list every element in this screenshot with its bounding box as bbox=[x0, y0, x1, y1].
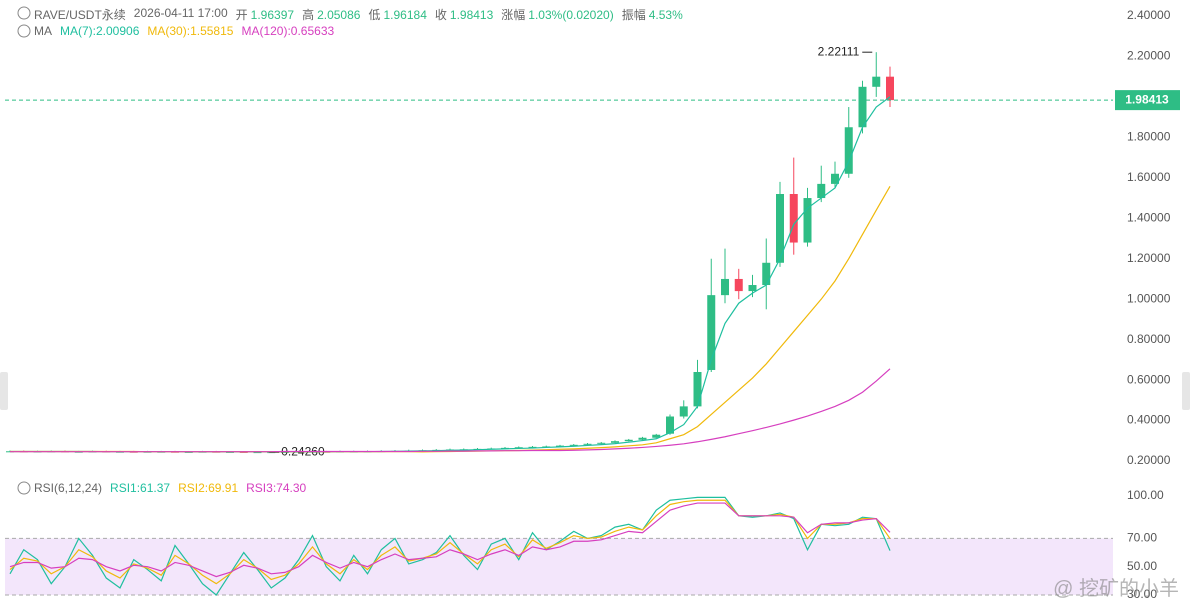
y-tick-label: 1.60000 bbox=[1127, 170, 1171, 184]
legend-title: RSI(6,12,24) bbox=[34, 481, 103, 495]
field-label: 涨幅 bbox=[501, 8, 526, 22]
price-tag bbox=[1115, 90, 1180, 111]
watermark: @ 挖矿的小羊 bbox=[1053, 578, 1179, 600]
header-field: 收 1.98413 bbox=[435, 6, 493, 23]
y-tick-label: 30.00 bbox=[1127, 587, 1157, 601]
collapse-icon[interactable] bbox=[17, 6, 31, 20]
field-label: 高 bbox=[302, 8, 315, 22]
y-tick-label: 0.40000 bbox=[1127, 413, 1171, 427]
y-tick-label: 70.00 bbox=[1127, 531, 1157, 545]
legend-title: MA bbox=[34, 24, 52, 38]
candle-body bbox=[721, 278, 729, 296]
field-value: 1.96397 bbox=[250, 8, 295, 22]
right-scroll-tab[interactable] bbox=[1182, 372, 1190, 410]
candle-body bbox=[762, 262, 771, 286]
field-value: 1.03%(0.02020) bbox=[528, 8, 614, 22]
header-field: 高 2.05086 bbox=[302, 6, 360, 23]
field-label: 开 bbox=[235, 8, 248, 22]
candle-body bbox=[776, 194, 784, 263]
candle-body bbox=[886, 76, 894, 101]
y-tick-label: 50.00 bbox=[1127, 559, 1157, 573]
candle-body bbox=[583, 443, 592, 445]
collapse-icon[interactable] bbox=[17, 481, 31, 495]
field-label: 低 bbox=[368, 8, 381, 22]
candle-body bbox=[734, 278, 743, 292]
series-line bbox=[9, 502, 891, 578]
candle-body bbox=[844, 127, 853, 174]
y-tick-label: 0.60000 bbox=[1127, 372, 1171, 386]
y-tick-label: 1.00000 bbox=[1127, 291, 1171, 305]
candle-body bbox=[556, 445, 564, 447]
header: RAVE/USDT永续 2026-04-11 17:00 开 1.96397 高 2.… bbox=[34, 6, 683, 23]
header-field: 振幅 4.53% bbox=[622, 6, 683, 23]
time: 2026-04-11 17:00 bbox=[133, 6, 228, 20]
series-line bbox=[10, 96, 891, 453]
symbol: RAVE/USDT永续 bbox=[34, 8, 126, 22]
legend: RSI(6,12,24) RSI1:61.37 RSI2:69.91 RSI3:74… bbox=[34, 481, 306, 495]
candle-body bbox=[514, 447, 523, 449]
field-value: 1.98413 bbox=[449, 8, 494, 22]
candle-body bbox=[707, 295, 716, 370]
field-value: 1.96184 bbox=[383, 8, 427, 22]
candle-body bbox=[638, 437, 647, 440]
legend-entry: MA(30):1.55815 bbox=[147, 24, 234, 38]
candle-body bbox=[789, 194, 798, 243]
candle-body bbox=[569, 444, 578, 446]
y-tick-label: 100.00 bbox=[1127, 488, 1164, 502]
candle-body bbox=[858, 86, 867, 128]
y-tick-label: 2.20000 bbox=[1127, 49, 1171, 63]
collapse-icon[interactable] bbox=[17, 24, 31, 38]
candle-body bbox=[528, 446, 537, 448]
y-tick-label: 1.20000 bbox=[1127, 251, 1171, 265]
candle-body bbox=[652, 434, 661, 438]
field-label: 收 bbox=[434, 8, 447, 22]
field-value: 2.05086 bbox=[317, 8, 361, 22]
series-line bbox=[10, 186, 891, 453]
y-tick-label: 0.20000 bbox=[1127, 453, 1171, 467]
legend-entry: RSI2:69.91 bbox=[178, 481, 239, 495]
series-line bbox=[10, 368, 891, 453]
legend-entry: MA(7):2.00906 bbox=[60, 24, 140, 38]
candle-body bbox=[693, 372, 702, 407]
header-field: 低 1.96184 bbox=[368, 6, 426, 23]
legend-entry: MA(120):0.65633 bbox=[241, 24, 335, 38]
y-tick-label: 1.40000 bbox=[1127, 210, 1171, 224]
header-field: 开 1.96397 bbox=[236, 6, 294, 23]
candle-body bbox=[817, 183, 826, 199]
candle-body bbox=[748, 285, 757, 292]
candle-body bbox=[611, 441, 619, 443]
candle-body bbox=[679, 406, 688, 417]
candle-body bbox=[872, 76, 881, 87]
field-label: 振幅 bbox=[621, 8, 646, 22]
candle-body bbox=[666, 416, 674, 434]
legend-entry: RSI3:74.30 bbox=[246, 481, 307, 495]
left-scroll-tab[interactable] bbox=[0, 372, 8, 410]
y-tick-label: 2.40000 bbox=[1127, 8, 1171, 22]
legend-entry: RSI1:61.37 bbox=[110, 481, 171, 495]
y-tick-label: 0.80000 bbox=[1127, 332, 1171, 346]
candle-body bbox=[803, 198, 812, 243]
high-label: 2.22111 bbox=[818, 44, 860, 58]
candle-body bbox=[597, 442, 606, 444]
candle-body bbox=[831, 173, 839, 184]
candle-body bbox=[624, 439, 633, 442]
rsi-band bbox=[5, 538, 1113, 595]
header-field: 涨幅 1.03%(0.02020) bbox=[501, 6, 613, 23]
candle-body bbox=[253, 452, 262, 454]
y-tick-label: 1.80000 bbox=[1127, 130, 1171, 144]
price-tag-label: 1.98413 bbox=[1125, 92, 1169, 106]
legend: MA MA(7):2.00906 MA(30):1.55815 MA(120):0.… bbox=[34, 24, 334, 38]
field-value: 4.53% bbox=[648, 8, 683, 22]
